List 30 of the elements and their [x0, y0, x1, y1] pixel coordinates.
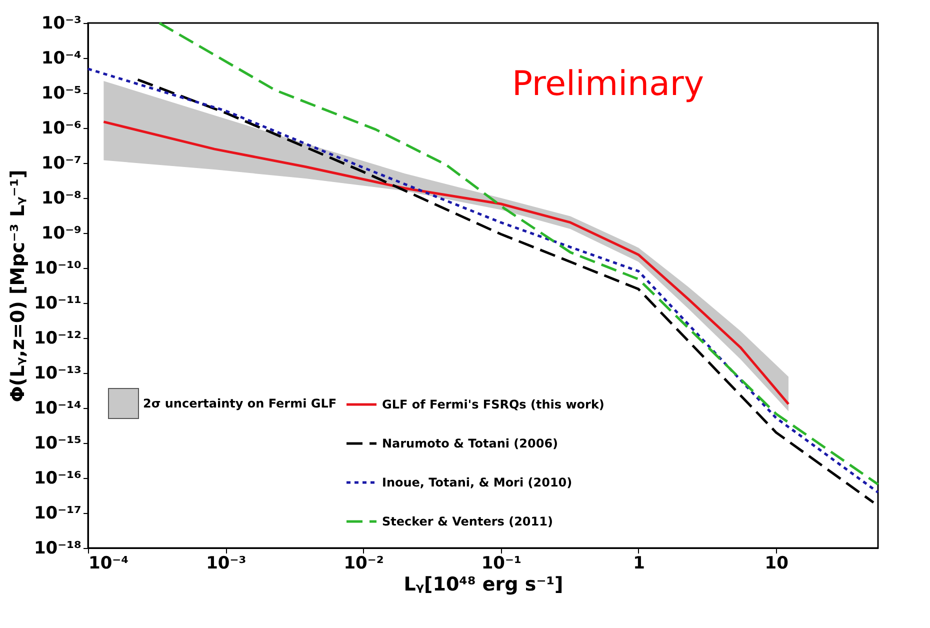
- y-tick-label: 10⁻⁴: [41, 48, 82, 68]
- y-tick-label: 10⁻⁹: [41, 224, 82, 244]
- y-tick-label: 10⁻³: [41, 14, 82, 34]
- y-tick-label: 10⁻¹⁵: [34, 434, 82, 454]
- legend-label: Narumoto & Totani (2006): [382, 436, 558, 450]
- y-tick-label: 10⁻⁷: [41, 154, 82, 174]
- annotation: 2σ uncertainty on Fermi GLF: [143, 396, 337, 410]
- y-tick-label: 10⁻¹⁶: [34, 468, 82, 488]
- y-axis-title: Φ(Lᵧ,z=0) [Mpc⁻³ Lᵧ⁻¹]: [6, 170, 29, 402]
- x-tick-label: 10: [764, 554, 789, 574]
- y-tick-label: 10⁻¹³: [34, 364, 82, 384]
- annotation: Preliminary: [512, 64, 704, 104]
- y-tick-label: 10⁻¹¹: [34, 294, 82, 314]
- x-tick-label: 1: [633, 554, 645, 574]
- y-tick-label: 10⁻⁸: [41, 188, 82, 208]
- x-tick-label: 10⁻²: [344, 554, 384, 574]
- x-tick-label: 10⁻⁴: [88, 554, 129, 574]
- x-tick-label: 10⁻¹: [481, 554, 522, 574]
- legend-label: Stecker & Venters (2011): [382, 514, 553, 528]
- y-tick-label: 10⁻⁶: [41, 118, 82, 138]
- y-tick-label: 10⁻¹⁷: [34, 504, 82, 524]
- legend-label: GLF of Fermi's FSRQs (this work): [382, 398, 604, 412]
- legend-label: Inoue, Totani, & Mori (2010): [382, 476, 572, 490]
- y-tick-label: 10⁻¹⁰: [34, 258, 82, 278]
- y-tick-label: 10⁻¹⁸: [34, 538, 82, 558]
- y-tick-label: 10⁻¹²: [34, 328, 82, 348]
- x-tick-label: 10⁻³: [206, 554, 246, 574]
- x-axis-title: Lᵧ[10⁴⁸ erg s⁻¹]: [404, 574, 564, 596]
- y-tick-label: 10⁻¹⁴: [34, 398, 82, 418]
- y-tick-label: 10⁻⁵: [41, 84, 82, 104]
